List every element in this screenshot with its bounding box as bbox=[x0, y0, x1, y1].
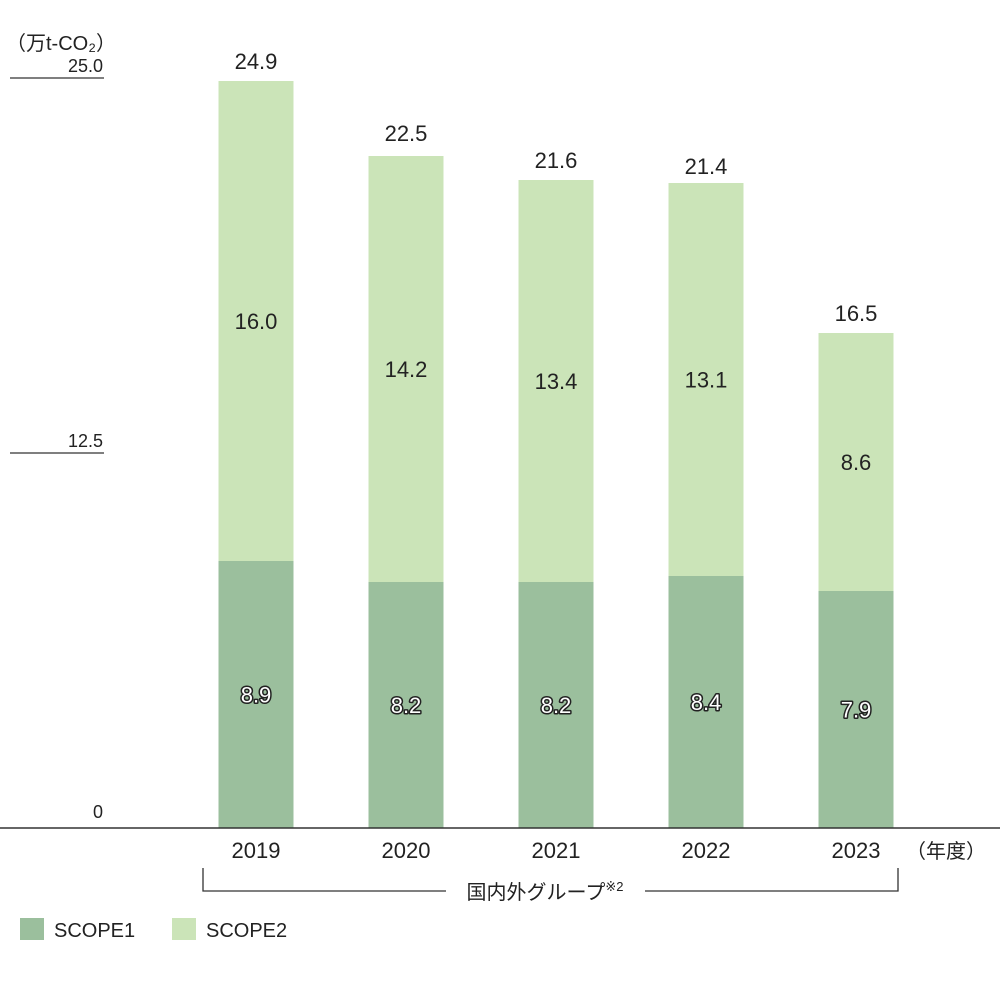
x-tick-label-2020: 2020 bbox=[382, 838, 431, 863]
bar-scope1-2021 bbox=[518, 582, 594, 828]
legend-swatch-scope1 bbox=[20, 918, 44, 940]
bar-scope2-2020 bbox=[368, 156, 444, 582]
x-tick-label-2019: 2019 bbox=[232, 838, 281, 863]
x-tick-label-2022: 2022 bbox=[682, 838, 731, 863]
legend-label-scope2: SCOPE2 bbox=[206, 920, 287, 942]
value-label-scope2-2022: 13.1 bbox=[685, 368, 728, 393]
value-label-scope2-2020: 14.2 bbox=[385, 357, 428, 382]
total-label-2023: 16.5 bbox=[835, 301, 878, 326]
bar-scope2-2019 bbox=[218, 81, 294, 561]
y-axis: 0 12.5 25.0 bbox=[10, 56, 104, 822]
value-label-scope2-2021: 13.4 bbox=[535, 369, 578, 394]
value-label-scope2-2023: 8.6 bbox=[841, 450, 872, 475]
bar-scope1-2019 bbox=[218, 561, 294, 828]
value-label-scope1-2022: 8.4 bbox=[691, 690, 722, 715]
total-label-2021: 21.6 bbox=[535, 148, 578, 173]
x-tick-label-2023: 2023 bbox=[832, 838, 881, 863]
y-tick-label: 0 bbox=[93, 802, 103, 822]
bar-scope1-2023 bbox=[818, 591, 894, 828]
legend-swatch-scope2 bbox=[172, 918, 196, 940]
y-tick-label: 12.5 bbox=[68, 431, 103, 451]
x-axis-unit-label: （年度） bbox=[906, 840, 986, 863]
group-label: 国内外グループ※2 bbox=[467, 879, 624, 904]
value-label-scope1-2020: 8.2 bbox=[391, 693, 422, 718]
data-labels: 8.9 16.0 24.9 8.2 14.2 22.5 8.2 13.4 21.6 8.4 13.1… bbox=[235, 49, 878, 724]
y-axis-unit-label: （万t-CO₂） bbox=[6, 32, 116, 55]
bar-scope2-2022 bbox=[668, 183, 744, 576]
bar-scope2-2023 bbox=[818, 333, 894, 591]
bar-scope2-2021 bbox=[518, 180, 594, 582]
x-axis-tick-labels: 2019 2020 2021 2022 2023 bbox=[232, 838, 881, 863]
x-tick-label-2021: 2021 bbox=[532, 838, 581, 863]
total-label-2019: 24.9 bbox=[235, 49, 278, 74]
value-label-scope1-2019: 8.9 bbox=[241, 683, 272, 708]
legend: SCOPE1 SCOPE2 bbox=[20, 918, 287, 942]
group-bracket bbox=[202, 868, 899, 892]
value-label-scope1-2021: 8.2 bbox=[541, 693, 572, 718]
y-tick-label: 25.0 bbox=[68, 56, 103, 76]
bar-scope1-2022 bbox=[668, 576, 744, 828]
legend-label-scope1: SCOPE1 bbox=[54, 920, 135, 942]
total-label-2020: 22.5 bbox=[385, 121, 428, 146]
bars bbox=[218, 81, 894, 828]
value-label-scope2-2019: 16.0 bbox=[235, 309, 278, 334]
total-label-2022: 21.4 bbox=[685, 154, 728, 179]
bar-scope1-2020 bbox=[368, 582, 444, 828]
value-label-scope1-2023: 7.9 bbox=[841, 698, 872, 723]
